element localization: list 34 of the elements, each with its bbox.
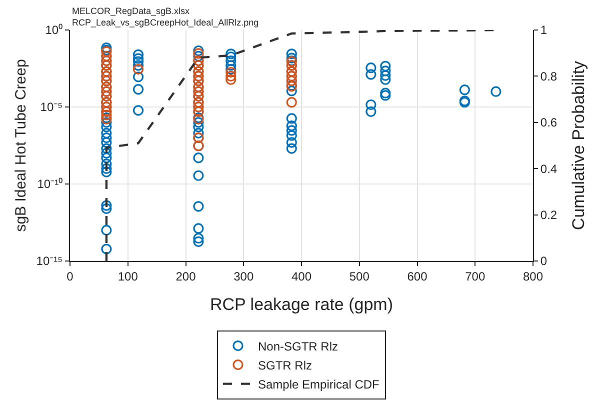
y2-tick-label: 0.8 [540, 69, 558, 84]
x-tick-label: 0 [66, 269, 74, 284]
y2-tick-label: 0.6 [540, 116, 558, 130]
x-tick-label: 200 [176, 269, 196, 284]
x-tick-label: 700 [465, 269, 486, 284]
y-axis-title: sgB Ideal Hot Tube Creep [12, 59, 30, 232]
y-tick-label: 10⁰ [45, 23, 63, 38]
x-tick-label: 600 [407, 269, 428, 284]
y-tick-label: 10⁻¹⁰ [37, 177, 63, 192]
legend-label: SGTR Rlz [258, 358, 312, 372]
point [226, 66, 236, 78]
y-tick-label: 10⁻⁵ [40, 100, 63, 114]
point [286, 97, 297, 108]
point [132, 64, 144, 75]
y2-tick-label: 0.2 [540, 208, 558, 222]
point [226, 74, 236, 85]
legend-label: Sample Empirical CDF [258, 377, 380, 392]
point [101, 110, 112, 120]
x-tick-label: 800 [522, 269, 544, 284]
y2-tick-label: 0.4 [540, 162, 558, 176]
point [193, 48, 204, 59]
x-tick-label: 500 [349, 269, 370, 284]
y2-axis-title: Cumulative Probability [568, 60, 588, 230]
x-axis-title: RCP leakage rate (gpm) [210, 294, 393, 314]
chart-subtitle: RCP_Leak_vs_sgBCreepHot_Ideal_AllRlz.png [72, 18, 259, 28]
y2-tick-label: 1 [540, 23, 548, 38]
x-tick-label: 300 [234, 269, 254, 284]
legend-label: Non-SGTR Rlz [258, 339, 338, 354]
chart-title: MELCOR_RegData_sgB.xlsx [72, 6, 190, 16]
x-tick-label: 400 [291, 269, 312, 284]
x-tick-label: 100 [118, 269, 138, 284]
y-tick-label: 10⁻¹⁵ [36, 254, 63, 268]
point [226, 70, 236, 82]
y2-tick-label: 0 [540, 254, 548, 268]
